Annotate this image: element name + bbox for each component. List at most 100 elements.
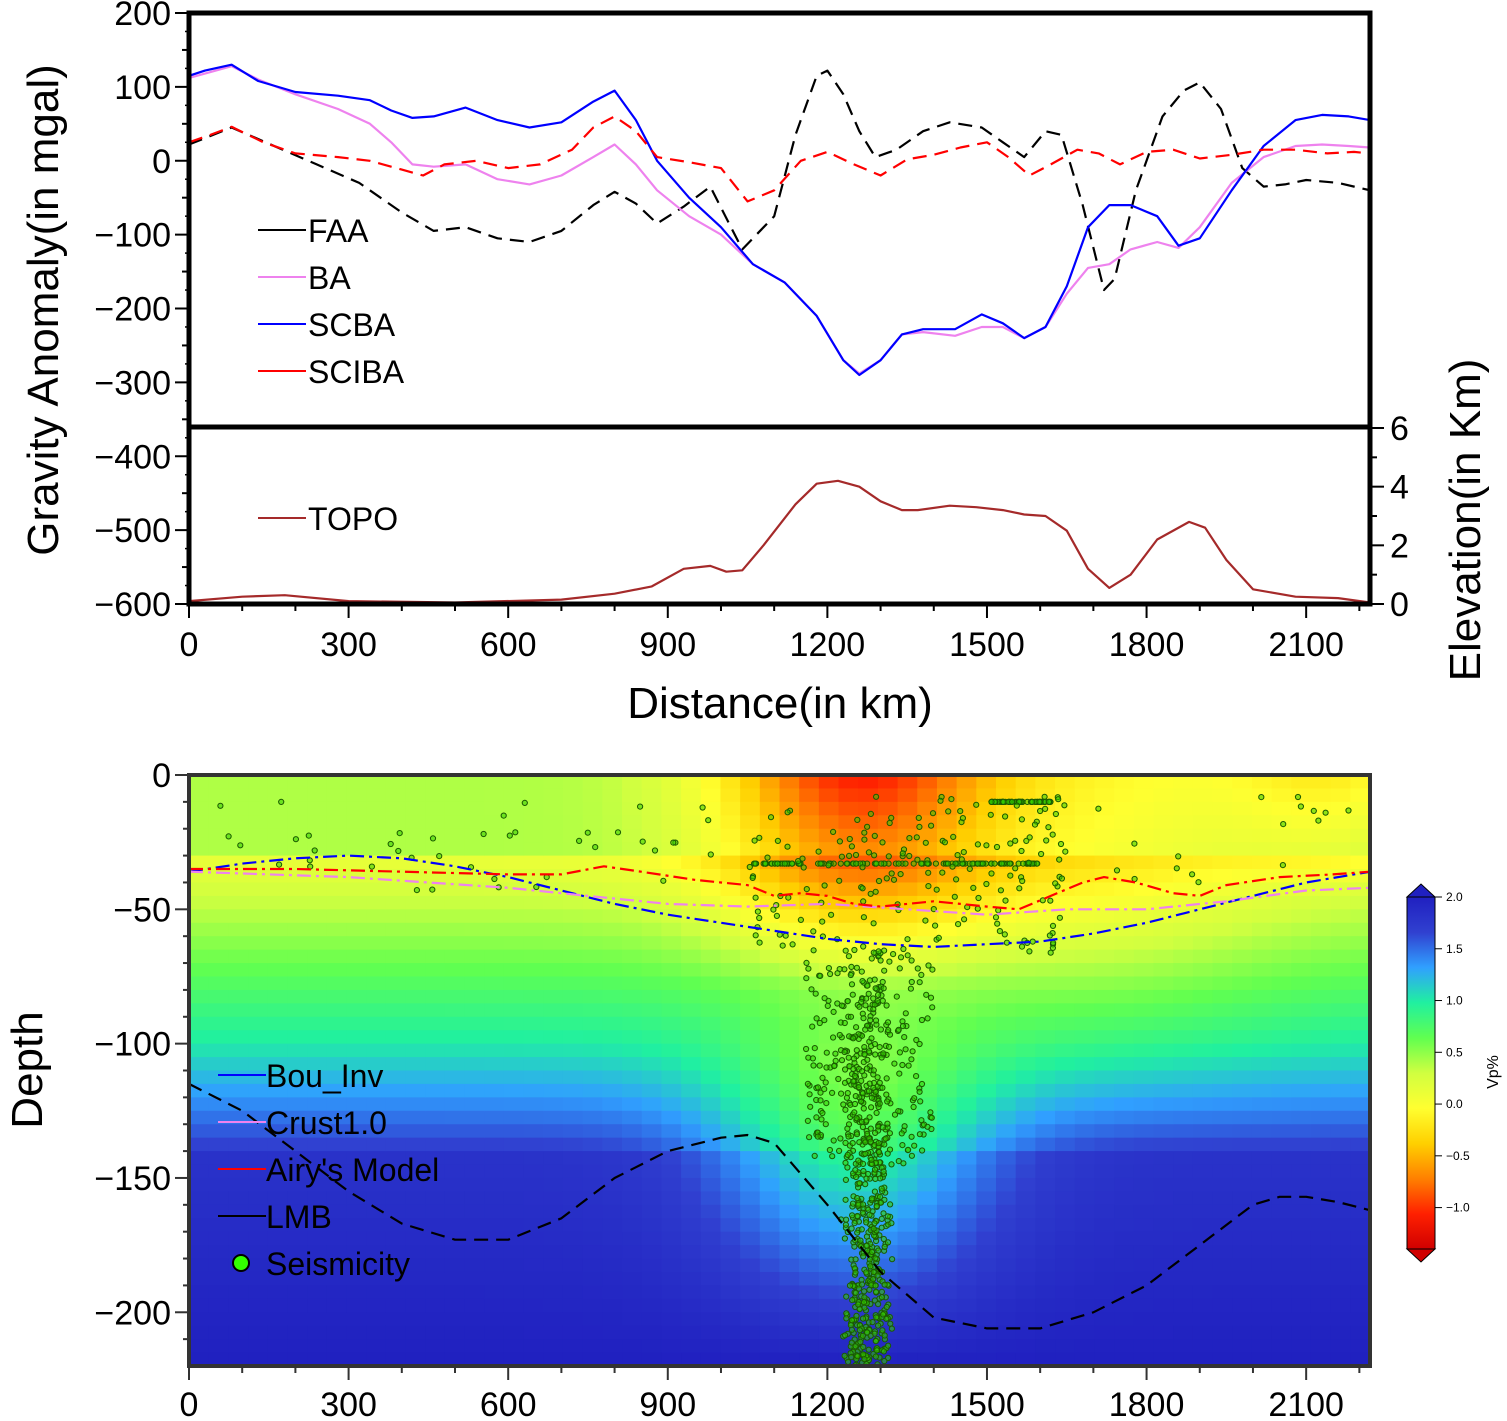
heatmap-cell: [464, 1245, 485, 1260]
heatmap-cell: [1350, 1043, 1370, 1058]
heatmap-cell: [740, 801, 761, 816]
seismicity-point: [830, 828, 837, 836]
heatmap-cell: [405, 1285, 426, 1300]
heatmap-cell: [1114, 1312, 1135, 1327]
heatmap-cell: [661, 1245, 682, 1260]
heatmap-cell: [503, 909, 525, 924]
seismicity-point: [754, 908, 762, 915]
seismicity-point: [932, 860, 940, 867]
heatmap-cell: [267, 1164, 289, 1179]
heatmap-cell: [267, 1043, 289, 1058]
colorbar-tick-label: 1.5: [1446, 942, 1463, 956]
heatmap-cell: [464, 963, 485, 978]
seismicity-point: [826, 1146, 834, 1154]
heatmap-cell: [1035, 909, 1056, 924]
heatmap-cell: [484, 963, 505, 978]
heatmap-cell: [228, 976, 249, 991]
seismicity-point: [752, 860, 759, 867]
heatmap-cell: [1015, 1352, 1036, 1366]
heatmap-cell: [622, 1124, 643, 1139]
heatmap-cell: [1035, 1231, 1056, 1246]
seismicity-point: [836, 877, 843, 884]
seismicity-point: [863, 1219, 870, 1226]
heatmap-cell: [307, 1003, 328, 1018]
heatmap-cell: [1015, 1191, 1036, 1206]
heatmap-cell: [346, 1057, 367, 1072]
heatmap-cell: [366, 842, 387, 857]
heatmap-cell: [602, 788, 623, 803]
seismicity-point: [843, 860, 850, 867]
heatmap-cell: [405, 1231, 426, 1246]
heatmap-cell: [503, 775, 525, 790]
heatmap-cell: [1094, 1164, 1115, 1179]
seismicity-point: [888, 1220, 895, 1227]
seismicity-point: [877, 1175, 884, 1182]
heatmap-cell: [346, 855, 367, 870]
heatmap-cell: [897, 1204, 918, 1219]
heatmap-cell: [346, 1204, 367, 1219]
heatmap-cell: [976, 1271, 997, 1287]
heatmap-cell: [838, 869, 859, 884]
heatmap-cell: [740, 1110, 761, 1125]
heatmap-cell: [307, 775, 328, 790]
seismicity-point: [855, 1157, 862, 1164]
heatmap-cell: [484, 842, 505, 857]
seismicity-point: [1280, 821, 1287, 828]
heatmap-cell: [681, 775, 702, 790]
heatmap-cell: [189, 1218, 210, 1233]
heatmap-cell: [189, 788, 210, 803]
seismicity-point: [909, 1048, 916, 1055]
depth-section-panel: 0−50−100−150−200 0 300 600 900 1200 1500 1800 2…: [3, 757, 1502, 1421]
seismicity-point: [1310, 807, 1317, 815]
heatmap-cell: [1330, 1030, 1351, 1045]
heatmap-cell: [1310, 1204, 1332, 1219]
heatmap-cell: [681, 1258, 702, 1273]
heatmap-cell: [1192, 788, 1214, 803]
heatmap-cell: [818, 828, 840, 843]
heatmap-cell: [1074, 1258, 1096, 1273]
seismicity-point: [781, 860, 788, 867]
seismicity-point: [832, 1050, 839, 1057]
heatmap-cell: [936, 922, 958, 937]
heatmap-cell: [818, 775, 840, 790]
heatmap-cell: [503, 842, 525, 857]
heatmap-cell: [1192, 1003, 1214, 1018]
heatmap-cell: [1015, 1137, 1036, 1152]
heatmap-cell: [641, 1137, 662, 1152]
heatmap-cell: [1035, 828, 1056, 843]
heatmap-cell: [405, 922, 426, 937]
seismicity-point: [1049, 944, 1057, 952]
seismicity-point: [872, 888, 879, 895]
heatmap-cell: [189, 1177, 210, 1192]
seismicity-point: [821, 995, 828, 1002]
seismicity-point: [899, 1142, 906, 1149]
heatmap-cell: [877, 909, 899, 924]
seismicity-point: [878, 1294, 886, 1301]
heatmap-cell: [700, 1097, 722, 1112]
heatmap-cell: [228, 909, 249, 924]
seismicity-point: [879, 1124, 886, 1131]
heatmap-cell: [208, 828, 229, 843]
seismicity-point: [873, 1314, 880, 1321]
heatmap-cell: [1173, 1016, 1194, 1031]
heatmap-cell: [366, 963, 387, 978]
seismicity-point: [842, 947, 849, 954]
series-lmb-line: [189, 1082, 1370, 1330]
heatmap-cell: [602, 895, 623, 910]
heatmap-cell: [267, 1151, 289, 1166]
heatmap-cell: [484, 922, 505, 937]
heatmap-cell: [1074, 869, 1096, 884]
heatmap-cell: [248, 1124, 269, 1139]
heatmap-cell: [503, 1245, 525, 1260]
heatmap-cell: [1173, 1245, 1194, 1260]
heatmap-cell: [503, 1003, 525, 1018]
heatmap-cell: [1330, 1016, 1351, 1031]
heatmap-cell: [1271, 801, 1292, 816]
heatmap-cell: [759, 976, 781, 991]
heatmap-cell: [562, 1218, 584, 1233]
heatmap-cell: [1114, 1231, 1135, 1246]
heatmap-cell: [759, 1312, 781, 1327]
heatmap-cell: [779, 1083, 800, 1098]
heatmap-cell: [385, 1191, 407, 1206]
